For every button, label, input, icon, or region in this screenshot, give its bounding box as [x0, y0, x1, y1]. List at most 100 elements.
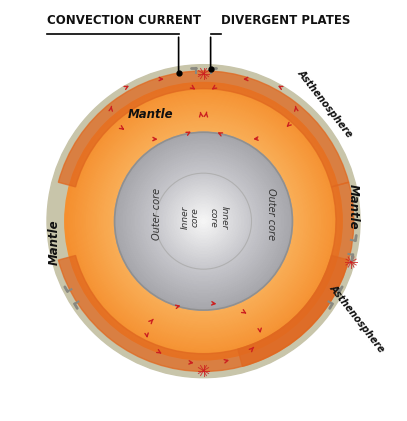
- Circle shape: [146, 164, 261, 279]
- Circle shape: [176, 194, 231, 249]
- Circle shape: [182, 200, 225, 242]
- Circle shape: [130, 148, 277, 294]
- Circle shape: [182, 199, 225, 243]
- Circle shape: [157, 175, 250, 268]
- Circle shape: [132, 149, 275, 293]
- Circle shape: [186, 204, 221, 239]
- Circle shape: [199, 217, 208, 225]
- Circle shape: [173, 191, 234, 252]
- Circle shape: [198, 216, 209, 227]
- Circle shape: [112, 130, 295, 312]
- Circle shape: [136, 154, 271, 288]
- Circle shape: [170, 187, 237, 255]
- Circle shape: [201, 219, 206, 224]
- Circle shape: [108, 126, 299, 317]
- Circle shape: [190, 208, 217, 234]
- Circle shape: [193, 211, 214, 232]
- Circle shape: [134, 152, 273, 291]
- Circle shape: [166, 184, 241, 258]
- Circle shape: [195, 213, 212, 230]
- Wedge shape: [58, 256, 349, 371]
- Circle shape: [153, 171, 254, 272]
- Circle shape: [143, 160, 264, 282]
- Circle shape: [160, 178, 247, 264]
- Circle shape: [151, 169, 256, 274]
- Circle shape: [173, 190, 234, 252]
- Circle shape: [175, 193, 232, 250]
- Circle shape: [188, 206, 219, 237]
- Circle shape: [192, 209, 215, 233]
- Circle shape: [188, 205, 219, 237]
- Circle shape: [193, 210, 214, 232]
- Text: Mantle: Mantle: [48, 220, 61, 265]
- Circle shape: [95, 113, 312, 330]
- Circle shape: [168, 186, 239, 256]
- Circle shape: [162, 179, 245, 263]
- Circle shape: [164, 182, 243, 260]
- Circle shape: [165, 183, 242, 260]
- Wedge shape: [58, 71, 349, 187]
- Circle shape: [140, 158, 267, 284]
- Circle shape: [179, 197, 228, 245]
- Circle shape: [116, 134, 291, 308]
- Circle shape: [185, 203, 222, 239]
- Circle shape: [163, 181, 244, 261]
- Circle shape: [195, 212, 212, 230]
- Circle shape: [168, 186, 239, 256]
- Text: CONVECTION CURRENT: CONVECTION CURRENT: [47, 14, 201, 27]
- Circle shape: [158, 176, 249, 267]
- Circle shape: [160, 178, 247, 265]
- Circle shape: [155, 173, 252, 269]
- Circle shape: [177, 195, 230, 248]
- Circle shape: [129, 146, 278, 296]
- Circle shape: [142, 160, 265, 282]
- Circle shape: [197, 214, 210, 228]
- Circle shape: [177, 195, 230, 247]
- Circle shape: [141, 158, 266, 284]
- Text: DIVERGENT PLATES: DIVERGENT PLATES: [221, 14, 351, 27]
- Circle shape: [149, 167, 258, 275]
- Circle shape: [104, 121, 303, 321]
- Circle shape: [71, 89, 336, 353]
- Circle shape: [118, 136, 289, 306]
- Circle shape: [148, 165, 259, 277]
- Circle shape: [190, 208, 217, 234]
- Circle shape: [97, 115, 310, 328]
- Circle shape: [182, 200, 225, 242]
- Circle shape: [82, 100, 325, 343]
- Circle shape: [200, 218, 207, 225]
- Circle shape: [69, 87, 338, 356]
- Circle shape: [159, 176, 248, 266]
- Circle shape: [106, 123, 301, 319]
- Circle shape: [119, 136, 288, 306]
- Circle shape: [175, 193, 232, 249]
- Circle shape: [110, 128, 297, 314]
- Circle shape: [91, 109, 316, 334]
- Circle shape: [165, 183, 242, 260]
- Circle shape: [156, 174, 251, 268]
- Circle shape: [187, 205, 220, 238]
- Circle shape: [86, 104, 321, 338]
- Circle shape: [174, 192, 233, 251]
- Circle shape: [171, 189, 236, 254]
- Text: Asthenosphere: Asthenosphere: [328, 283, 387, 355]
- Circle shape: [134, 152, 273, 290]
- Circle shape: [78, 96, 329, 347]
- Circle shape: [137, 155, 270, 288]
- Text: Mantle: Mantle: [127, 108, 173, 121]
- Circle shape: [115, 132, 292, 310]
- Circle shape: [102, 119, 305, 323]
- Text: Inner
core: Inner core: [209, 206, 228, 229]
- Circle shape: [162, 180, 245, 263]
- Circle shape: [184, 201, 223, 241]
- Circle shape: [117, 134, 290, 308]
- Text: Asthenosphere: Asthenosphere: [296, 68, 355, 140]
- Circle shape: [67, 85, 340, 358]
- Circle shape: [144, 162, 263, 280]
- Circle shape: [188, 206, 219, 236]
- Circle shape: [158, 176, 249, 266]
- Circle shape: [167, 184, 240, 258]
- Circle shape: [125, 143, 282, 300]
- Circle shape: [145, 163, 262, 280]
- Circle shape: [186, 204, 221, 239]
